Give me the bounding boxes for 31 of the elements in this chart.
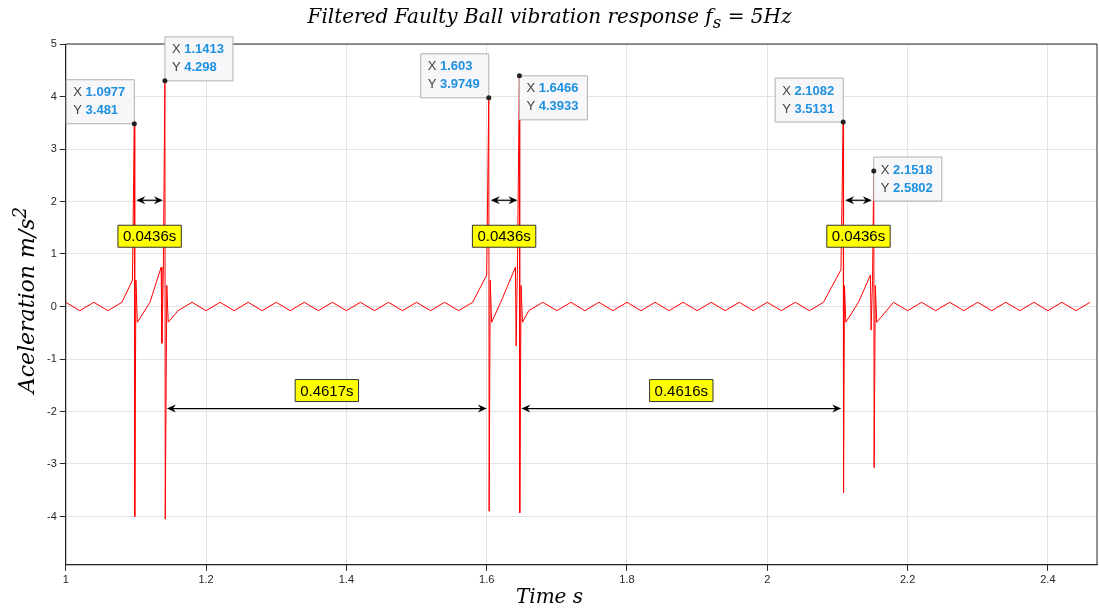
x-tick-label: 2.4 (1040, 573, 1056, 586)
x-tick-label: 1.4 (338, 573, 355, 586)
annotation: 0.0436s (122, 227, 177, 245)
y-tick-label: 1 (50, 247, 57, 260)
y-tick-label: -2 (47, 404, 57, 417)
annotation: 0.4617s (300, 381, 354, 399)
y-tick-label: 2 (50, 194, 57, 207)
annotation: 0.0436s (831, 227, 886, 245)
y-tick-label: 4 (50, 89, 57, 102)
x-tick-label: 2.2 (899, 573, 916, 586)
annotation: X 1.0977 Y 3.481 (73, 84, 126, 118)
annotation: 0.4616s (654, 381, 708, 399)
x-axis-title: Time s (514, 584, 585, 608)
annotation: X 1.603 Y 3.9749 (427, 58, 480, 92)
y-tick-label: -3 (47, 457, 57, 470)
y-tick-label: 0 (50, 299, 57, 312)
annotation: X 2.1082 Y 3.5131 (782, 82, 835, 116)
y-tick-label: 5 (50, 37, 57, 50)
y-tick-label: -1 (47, 352, 57, 365)
y-tick-label: -4 (47, 509, 57, 522)
x-tick-label: 1.2 (198, 573, 214, 586)
x-tick-label: 1 (62, 573, 69, 586)
y-tick-label: 3 (50, 142, 57, 155)
x-tick-label: 1.8 (619, 573, 635, 586)
annotation: X 1.1413 Y 4.298 (171, 41, 224, 75)
annotation: X 1.6466 Y 4.3933 (526, 80, 579, 114)
x-tick-label: 1.6 (479, 573, 495, 586)
x-tick-label: 2 (764, 573, 771, 586)
chart-title: Filtered Faulty Ball vibration response f$_{s}$ = 5Hz (306, 4, 793, 32)
annotation: 0.0436s (477, 227, 531, 245)
annotation: X 2.1518 Y 2.5802 (880, 161, 933, 195)
